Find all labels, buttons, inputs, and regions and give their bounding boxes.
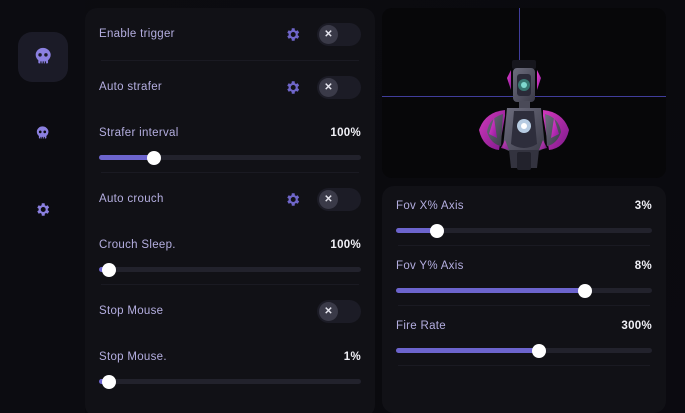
slider-head: Fov X% Axis 3%	[396, 200, 652, 212]
slider-fov-x-axis[interactable]	[396, 223, 652, 238]
slider-fov-y-axis[interactable]	[396, 283, 652, 298]
right-settings-panel: Fov X% Axis 3% Fov Y% Axis 8%	[382, 186, 666, 413]
close-icon: ✕	[319, 301, 338, 321]
slider-value: 100%	[330, 127, 361, 139]
slider-stop-mouse[interactable]	[99, 374, 361, 389]
row-enable-trigger: Enable trigger ✕	[99, 8, 361, 60]
slider-fill	[99, 155, 155, 160]
row-fov-y-axis: Fov Y% Axis 8%	[396, 246, 652, 305]
sidebar	[0, 0, 85, 413]
slider-value: 300%	[621, 320, 652, 332]
row-label: Auto strafer	[99, 81, 163, 93]
crosshair-vertical-line	[519, 8, 520, 96]
slider-label: Stop Mouse.	[99, 351, 167, 363]
gear-icon[interactable]	[281, 23, 303, 45]
gear-icon[interactable]	[281, 76, 303, 98]
slider-label: Strafer interval	[99, 127, 179, 139]
row-strafer-interval: Strafer interval 100%	[99, 113, 361, 172]
slider-thumb[interactable]	[102, 374, 117, 389]
row-auto-crouch: Auto crouch ✕	[99, 173, 361, 225]
sidebar-item-settings[interactable]	[18, 184, 68, 234]
slider-value: 100%	[330, 239, 361, 251]
slider-label: Fov Y% Axis	[396, 260, 464, 272]
slider-thumb[interactable]	[578, 283, 593, 298]
slider-head: Fire Rate 300%	[396, 320, 652, 332]
close-icon: ✕	[319, 24, 338, 44]
slider-fire-rate[interactable]	[396, 343, 652, 358]
left-settings-panel: Enable trigger ✕ Auto strafer	[85, 8, 375, 413]
character-preview	[382, 8, 666, 178]
row-label: Auto crouch	[99, 193, 164, 205]
divider	[398, 305, 650, 306]
slider-head: Crouch Sleep. 100%	[99, 239, 361, 251]
row-auto-strafer: Auto strafer ✕	[99, 61, 361, 113]
close-icon: ✕	[319, 77, 338, 97]
divider	[101, 60, 359, 61]
robot-model	[479, 60, 569, 170]
slider-fill	[396, 348, 540, 353]
gear-icon[interactable]	[281, 188, 303, 210]
row-label: Enable trigger	[99, 28, 175, 40]
slider-thumb[interactable]	[429, 223, 444, 238]
sidebar-item-skull-primary[interactable]	[17, 32, 68, 82]
slider-label: Fov X% Axis	[396, 200, 464, 212]
slider-label: Crouch Sleep.	[99, 239, 176, 251]
slider-label: Fire Rate	[396, 320, 446, 332]
slider-thumb[interactable]	[102, 262, 117, 277]
row-fire-rate: Fire Rate 300%	[396, 306, 652, 365]
slider-value: 8%	[634, 260, 652, 272]
toggle-auto-crouch[interactable]: ✕	[317, 187, 361, 211]
row-label: Stop Mouse	[99, 305, 164, 317]
slider-thumb[interactable]	[147, 150, 162, 165]
slider-strafer-interval[interactable]	[99, 150, 361, 165]
row-stop-mouse: Stop Mouse ✕	[99, 285, 361, 337]
skull-icon	[34, 125, 51, 142]
row-crouch-sleep: Crouch Sleep. 100%	[99, 225, 361, 284]
divider	[398, 245, 650, 246]
toggle-auto-strafer[interactable]: ✕	[317, 75, 361, 99]
divider	[398, 365, 650, 366]
right-column: Fov X% Axis 3% Fov Y% Axis 8%	[382, 8, 666, 413]
slider-head: Stop Mouse. 1%	[99, 351, 361, 363]
row-stop-mouse-value: Stop Mouse. 1%	[99, 337, 361, 396]
divider	[101, 284, 359, 285]
close-icon: ✕	[319, 189, 338, 209]
gear-icon	[34, 201, 51, 218]
slider-head: Strafer interval 100%	[99, 127, 361, 139]
slider-value: 1%	[343, 351, 361, 363]
toggle-enable-trigger[interactable]: ✕	[317, 22, 361, 46]
slider-crouch-sleep[interactable]	[99, 262, 361, 277]
toggle-stop-mouse[interactable]: ✕	[317, 299, 361, 323]
slider-fill	[396, 288, 586, 293]
row-fov-x-axis: Fov X% Axis 3%	[396, 186, 652, 245]
divider	[101, 172, 359, 173]
slider-thumb[interactable]	[532, 343, 547, 358]
slider-head: Fov Y% Axis 8%	[396, 260, 652, 272]
main-content: Enable trigger ✕ Auto strafer	[85, 0, 685, 413]
slider-fill	[396, 228, 437, 233]
skull-icon	[32, 46, 54, 68]
slider-value: 3%	[634, 200, 652, 212]
sidebar-item-skull-secondary[interactable]	[18, 108, 68, 158]
